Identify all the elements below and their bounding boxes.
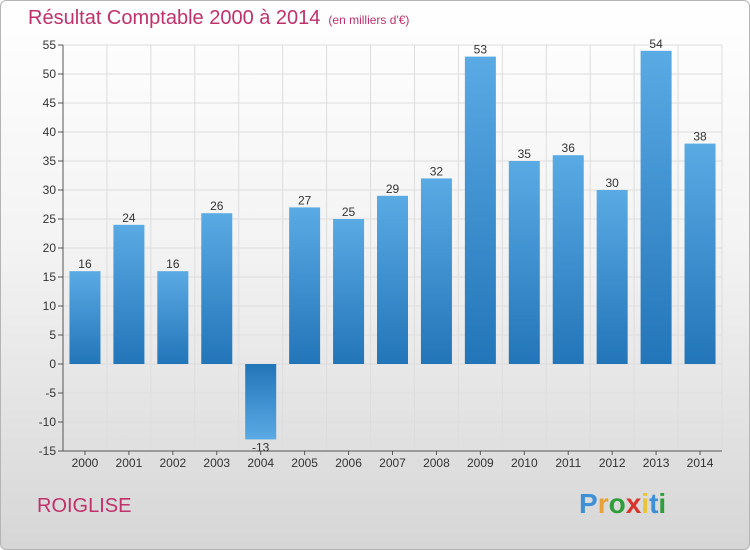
bar-2001 [113,224,145,364]
data-label: 38 [693,130,707,144]
y-tick-label: 5 [49,328,56,342]
y-tick-label: 55 [43,38,57,52]
data-label: 27 [298,193,312,207]
logo-letter: o [608,488,626,519]
data-label: 36 [562,141,576,155]
x-tick-label: 2009 [467,456,494,470]
bar-2000 [69,271,101,364]
x-tick-label: 2000 [72,456,99,470]
data-label: 29 [386,182,400,196]
bar-2011 [552,155,584,364]
data-label: 16 [78,257,92,271]
bar-2007 [377,195,408,364]
y-tick-label: 35 [43,154,57,168]
x-tick-label: 2003 [203,456,230,470]
x-tick-label: 2002 [159,456,186,470]
bar-2002 [157,271,189,364]
logo-letter: i [658,488,667,519]
x-tick-label: 2011 [555,456,581,470]
data-label: 35 [518,147,532,161]
bar-2013 [640,50,672,365]
data-label: 26 [210,199,224,213]
proxiti-logo: Proxiti [579,488,666,520]
y-tick-label: 25 [43,212,57,226]
logo-letter: r [597,488,609,519]
chart-subtitle: (en milliers d'€) [328,13,410,27]
x-tick-label: 2001 [116,456,143,470]
data-label: -13 [252,440,270,454]
data-label: 24 [122,211,136,225]
data-label: 32 [430,164,444,178]
bar-2004 [245,364,277,440]
y-tick-label: -10 [39,415,57,429]
y-tick-label: 20 [43,241,57,255]
logo-letter: i [641,488,650,519]
bar-2012 [596,190,628,364]
bar-2008 [420,178,452,364]
x-tick-label: 2014 [687,456,714,470]
logo-letter: t [649,488,659,519]
bar-2006 [333,219,365,364]
chart-title-text: Résultat Comptable 2000 à 2014 [28,7,321,29]
y-tick-label: 45 [43,96,57,110]
data-label: 54 [649,37,663,51]
y-tick-label: 40 [43,125,57,139]
x-tick-label: 2007 [379,456,406,470]
bar-2009 [464,56,496,364]
y-tick-label: 0 [49,357,56,371]
x-tick-label: 2006 [335,456,362,470]
x-tick-label: 2004 [247,456,274,470]
data-label: 25 [342,205,356,219]
y-tick-label: 10 [43,299,57,313]
chart-title: Résultat Comptable 2000 à 2014 (en millie… [28,7,409,30]
bars [69,50,716,440]
y-tick-label: 15 [43,270,57,284]
logo-letter: P [579,488,598,519]
axes: -15 -10 -5 0 5 10 15 20 25 30 35 40 45 50 55 2000 2001 20… [39,38,722,470]
y-tick-label: 30 [43,183,57,197]
x-tick-label: 2013 [643,456,670,470]
data-label: 30 [605,176,619,190]
bar-2014 [684,143,716,364]
logo-letter: x [625,488,642,519]
data-label: 16 [166,257,180,271]
x-tick-label: 2005 [291,456,318,470]
bar-2003 [201,213,233,364]
y-tick-label: -5 [45,386,56,400]
data-labels: 16 24 16 26 -13 27 25 29 32 53 35 36 30 54 38 [78,37,707,455]
x-tick-label: 2008 [423,456,450,470]
town-name: ROIGLISE [37,495,132,517]
y-tick-label: -15 [39,444,57,458]
x-tick-label: 2012 [599,456,626,470]
y-tick-label: 50 [43,67,57,81]
x-tick-label: 2010 [511,456,538,470]
bar-2005 [289,207,321,364]
bar-2010 [508,161,540,364]
data-label: 53 [474,43,488,57]
